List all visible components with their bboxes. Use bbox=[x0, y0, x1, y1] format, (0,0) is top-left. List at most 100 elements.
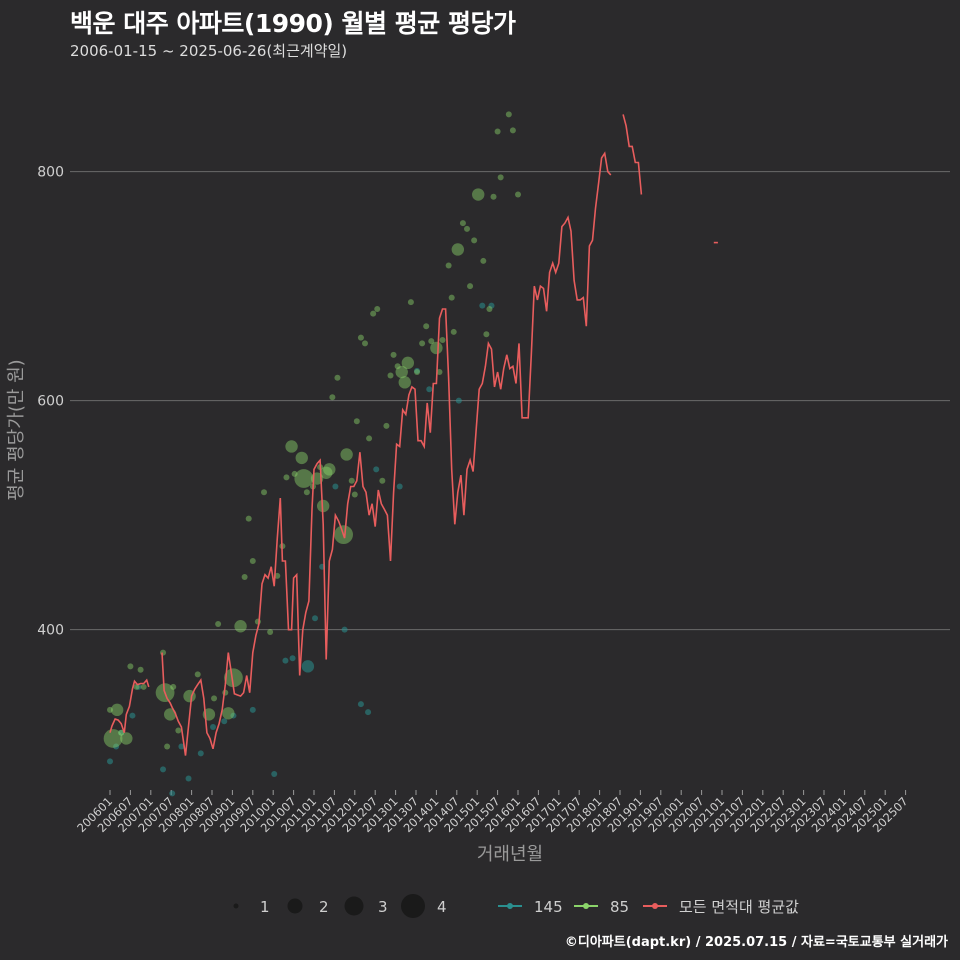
point-145-23 bbox=[365, 709, 372, 716]
point-145-11 bbox=[221, 718, 228, 725]
point-85-80 bbox=[472, 188, 485, 201]
point-85-70 bbox=[436, 369, 443, 376]
point-85-84 bbox=[490, 193, 497, 200]
point-85-14 bbox=[175, 727, 182, 734]
point-85-12 bbox=[163, 708, 177, 721]
point-145-30 bbox=[488, 302, 495, 309]
point-85-64 bbox=[407, 299, 414, 306]
x-axis-title: 거래년월 bbox=[477, 844, 543, 865]
legend-label-2: 모든 면적대 평균값 bbox=[679, 898, 799, 916]
point-85-21 bbox=[222, 707, 235, 720]
point-85-32 bbox=[283, 474, 290, 481]
legend: 1 2 3 4 145 85 모든 면적대 평균값 bbox=[233, 894, 799, 918]
point-85-34 bbox=[291, 470, 298, 477]
legend-dot-2 bbox=[652, 903, 658, 909]
point-145-20 bbox=[332, 483, 339, 490]
point-85-61 bbox=[395, 365, 408, 379]
point-145-18 bbox=[312, 615, 319, 622]
legend-size-label-2: 2 bbox=[319, 898, 329, 916]
point-85-88 bbox=[509, 127, 516, 134]
point-85-28 bbox=[261, 489, 268, 496]
point-85-87 bbox=[505, 111, 512, 118]
point-145-12 bbox=[230, 712, 237, 719]
point-85-58 bbox=[387, 372, 394, 379]
point-145-7 bbox=[178, 743, 185, 750]
legend-size-label-1: 1 bbox=[260, 898, 270, 916]
legend-size-2 bbox=[287, 898, 303, 914]
y-tick-label-400: 400 bbox=[37, 623, 64, 639]
point-85-73 bbox=[448, 294, 455, 301]
x-axis-ticks: 2006012006072007012007072008012008072009… bbox=[74, 790, 911, 835]
point-85-65 bbox=[414, 369, 421, 376]
point-145-22 bbox=[357, 701, 364, 708]
point-85-45 bbox=[334, 374, 341, 381]
point-85-81 bbox=[480, 257, 487, 264]
point-85-24 bbox=[241, 574, 248, 580]
legend-size-1 bbox=[233, 903, 239, 909]
point-85-86 bbox=[497, 174, 504, 181]
point-85-62 bbox=[398, 376, 411, 389]
point-85-13 bbox=[170, 683, 177, 690]
point-85-7 bbox=[137, 666, 144, 673]
point-85-16 bbox=[194, 671, 201, 678]
point-145-14 bbox=[271, 770, 278, 777]
chart-subtitle: 2006-01-15 ~ 2025-06-26(최근계약일) bbox=[70, 42, 348, 60]
point-85-1 bbox=[103, 729, 123, 748]
point-85-76 bbox=[459, 220, 466, 227]
series-85-points bbox=[103, 111, 521, 750]
point-85-23 bbox=[234, 620, 247, 633]
y-axis-ticks: 400 600 800 bbox=[37, 165, 64, 639]
point-85-57 bbox=[383, 422, 390, 429]
point-145-2 bbox=[118, 729, 125, 736]
point-145-21 bbox=[341, 626, 348, 633]
point-145-17 bbox=[301, 660, 315, 673]
legend-label-1: 85 bbox=[610, 898, 629, 916]
credit-text: ©디아파트(dapt.kr) / 2025.07.15 / 자료=국토교통부 실… bbox=[564, 935, 948, 950]
point-145-26 bbox=[414, 367, 421, 374]
point-85-0 bbox=[107, 706, 113, 713]
y-tick-label-600: 600 bbox=[37, 394, 64, 410]
point-85-63 bbox=[401, 356, 415, 370]
point-85-75 bbox=[451, 243, 465, 256]
point-85-35 bbox=[295, 451, 308, 465]
point-85-60 bbox=[394, 363, 401, 370]
point-85-4 bbox=[120, 732, 133, 745]
point-85-36 bbox=[294, 469, 314, 488]
point-85-67 bbox=[423, 323, 430, 330]
point-145-3 bbox=[129, 712, 136, 719]
point-85-43 bbox=[323, 463, 336, 476]
point-145-27 bbox=[426, 386, 433, 393]
point-85-41 bbox=[316, 499, 330, 513]
point-145-6 bbox=[169, 790, 176, 797]
point-145-28 bbox=[455, 397, 462, 404]
point-85-85 bbox=[494, 128, 501, 135]
point-85-33 bbox=[285, 440, 298, 453]
point-85-55 bbox=[374, 306, 381, 313]
point-85-2 bbox=[110, 703, 124, 717]
point-145-5 bbox=[160, 766, 167, 773]
point-85-26 bbox=[249, 557, 256, 564]
point-85-48 bbox=[348, 477, 355, 484]
point-145-25 bbox=[396, 483, 403, 490]
legend-dot-0 bbox=[507, 903, 513, 909]
point-85-52 bbox=[362, 340, 368, 347]
point-85-11 bbox=[164, 743, 171, 750]
point-85-8 bbox=[140, 683, 147, 690]
point-85-47 bbox=[340, 448, 353, 461]
point-85-9 bbox=[160, 649, 167, 656]
point-85-3 bbox=[118, 729, 125, 736]
legend-dot-1 bbox=[583, 903, 589, 909]
point-145-8 bbox=[185, 775, 192, 782]
point-85-72 bbox=[445, 262, 452, 269]
point-145-4 bbox=[135, 683, 142, 690]
point-85-42 bbox=[320, 466, 333, 479]
point-85-54 bbox=[370, 310, 377, 317]
point-145-10 bbox=[210, 724, 217, 731]
point-85-77 bbox=[464, 225, 470, 232]
point-145-1 bbox=[113, 743, 120, 750]
legend-size-4 bbox=[401, 894, 425, 918]
point-85-44 bbox=[329, 394, 336, 401]
point-85-5 bbox=[127, 663, 134, 670]
legend-size-3 bbox=[344, 896, 364, 916]
